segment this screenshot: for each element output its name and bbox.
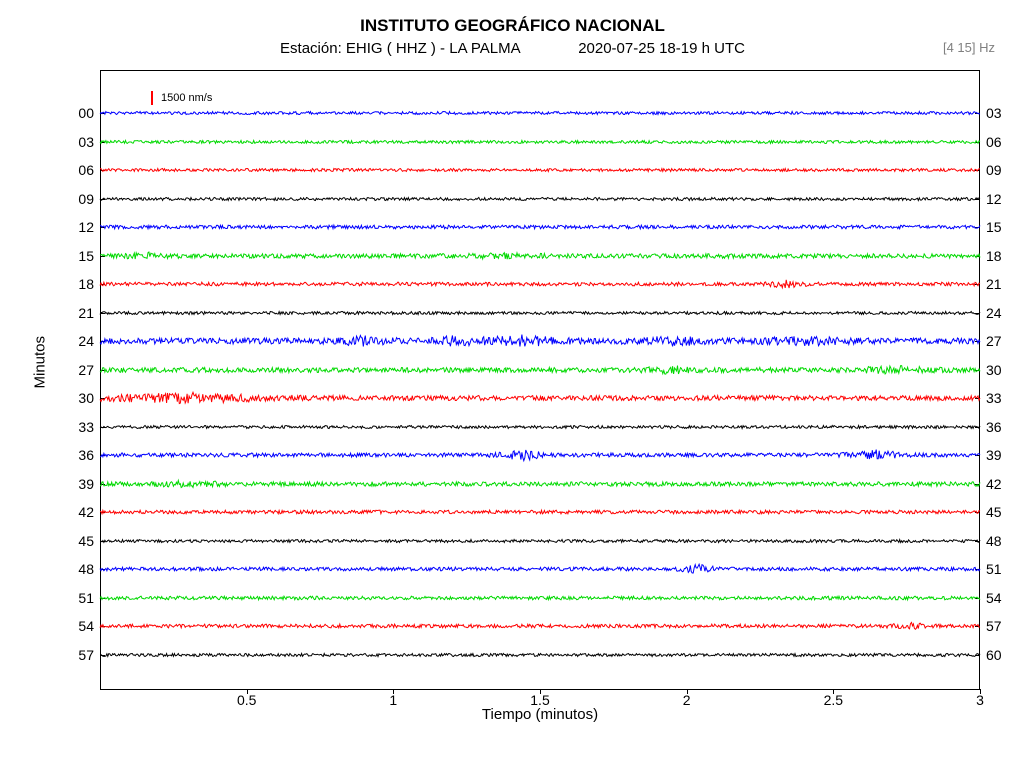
y-tick-right: 30	[986, 362, 1014, 378]
y-tick-left: 36	[66, 447, 94, 463]
station-label: Estación: EHIG ( HHZ ) - LA PALMA	[280, 40, 520, 57]
tick-mark	[833, 689, 834, 694]
y-tick-right: 54	[986, 590, 1014, 606]
seismic-trace	[100, 212, 980, 242]
y-tick-right: 27	[986, 333, 1014, 349]
x-tick-label: 2.5	[824, 692, 843, 708]
chart-subtitle: Estación: EHIG ( HHZ ) - LA PALMA 2020-0…	[0, 40, 1025, 57]
y-tick-left: 00	[66, 105, 94, 121]
seismic-trace	[100, 326, 980, 356]
y-tick-right: 06	[986, 134, 1014, 150]
y-tick-right: 24	[986, 305, 1014, 321]
chart-title: INSTITUTO GEOGRÁFICO NACIONAL	[0, 16, 1025, 36]
y-tick-left: 27	[66, 362, 94, 378]
seismic-trace	[100, 469, 980, 499]
seismic-trace	[100, 355, 980, 385]
y-tick-right: 21	[986, 276, 1014, 292]
y-tick-right: 36	[986, 419, 1014, 435]
tick-mark	[687, 689, 688, 694]
y-tick-left: 15	[66, 248, 94, 264]
y-tick-left: 45	[66, 533, 94, 549]
y-tick-left: 06	[66, 162, 94, 178]
x-tick-label: 0.5	[237, 692, 256, 708]
y-tick-left: 42	[66, 504, 94, 520]
tick-mark	[540, 689, 541, 694]
y-tick-left: 54	[66, 618, 94, 634]
x-axis-label: Tiempo (minutos)	[100, 706, 980, 723]
y-tick-right: 18	[986, 248, 1014, 264]
y-tick-right: 15	[986, 219, 1014, 235]
y-tick-right: 42	[986, 476, 1014, 492]
y-tick-right: 48	[986, 533, 1014, 549]
y-tick-left: 03	[66, 134, 94, 150]
seismic-trace	[100, 554, 980, 584]
y-axis-label: Minutos	[32, 336, 49, 389]
seismic-trace	[100, 611, 980, 641]
y-tick-left: 12	[66, 219, 94, 235]
seismic-trace	[100, 412, 980, 442]
y-tick-left: 33	[66, 419, 94, 435]
y-tick-right: 09	[986, 162, 1014, 178]
seismic-trace	[100, 526, 980, 556]
seismic-trace	[100, 98, 980, 128]
y-tick-right: 51	[986, 561, 1014, 577]
seismic-trace	[100, 497, 980, 527]
y-tick-left: 18	[66, 276, 94, 292]
seismic-trace	[100, 298, 980, 328]
y-tick-right: 03	[986, 105, 1014, 121]
y-tick-right: 60	[986, 647, 1014, 663]
y-tick-left: 30	[66, 390, 94, 406]
seismic-trace	[100, 583, 980, 613]
filter-label: [4 15] Hz	[943, 40, 995, 55]
y-tick-right: 33	[986, 390, 1014, 406]
y-tick-left: 48	[66, 561, 94, 577]
y-tick-left: 09	[66, 191, 94, 207]
seismic-trace	[100, 241, 980, 271]
y-tick-left: 24	[66, 333, 94, 349]
x-tick-label: 3	[976, 692, 984, 708]
x-tick-label: 2	[683, 692, 691, 708]
seismic-trace	[100, 127, 980, 157]
datetime-label: 2020-07-25 18-19 h UTC	[578, 40, 745, 57]
tick-mark	[393, 689, 394, 694]
y-tick-right: 39	[986, 447, 1014, 463]
y-tick-left: 57	[66, 647, 94, 663]
x-tick-label: 1	[389, 692, 397, 708]
seismic-trace	[100, 269, 980, 299]
y-tick-right: 57	[986, 618, 1014, 634]
tick-mark	[247, 689, 248, 694]
y-tick-right: 12	[986, 191, 1014, 207]
seismic-trace	[100, 184, 980, 214]
seismic-trace	[100, 383, 980, 413]
seismic-trace	[100, 640, 980, 670]
seismic-trace	[100, 155, 980, 185]
y-tick-left: 21	[66, 305, 94, 321]
y-tick-left: 51	[66, 590, 94, 606]
y-tick-right: 45	[986, 504, 1014, 520]
y-tick-left: 39	[66, 476, 94, 492]
x-tick-label: 1.5	[530, 692, 549, 708]
seismic-trace	[100, 440, 980, 470]
tick-mark	[980, 689, 981, 694]
